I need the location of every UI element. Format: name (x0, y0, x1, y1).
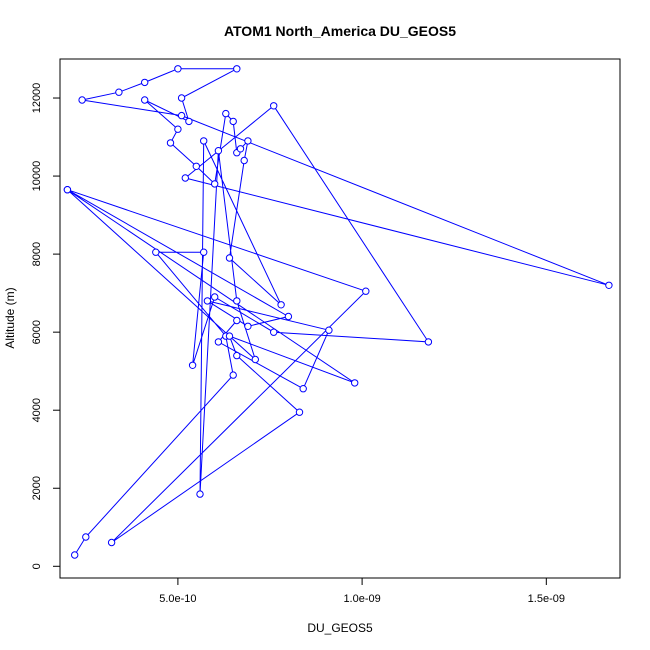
data-point (225, 332, 234, 340)
data-point (115, 88, 123, 96)
data-point (236, 145, 245, 153)
x-tick-label: 1.5e-09 (528, 593, 565, 605)
data-point (196, 490, 204, 498)
x-axis-label: DU_GEOS5 (307, 621, 373, 635)
data-point (233, 351, 241, 360)
data-point (362, 287, 370, 295)
series-line (67, 68, 610, 556)
y-tick-label: 2000 (31, 476, 43, 500)
data-point (225, 254, 234, 262)
data-point (107, 538, 116, 547)
data-point (605, 281, 613, 289)
plot-area (63, 65, 613, 559)
x-tick-label: 1.0e-09 (343, 593, 380, 605)
data-point (299, 385, 307, 393)
data-point (174, 125, 182, 133)
data-point (174, 65, 182, 73)
data-point (233, 297, 241, 305)
chart-title: ATOM1 North_America DU_GEOS5 (224, 23, 456, 39)
y-tick-label: 8000 (31, 242, 43, 266)
y-tick-label: 0 (31, 563, 43, 569)
data-point (200, 248, 208, 256)
data-point (284, 312, 293, 321)
data-point (203, 297, 212, 305)
y-tick-label: 4000 (31, 398, 43, 422)
y-tick-label: 6000 (31, 320, 43, 344)
data-point (244, 137, 252, 145)
data-point (295, 408, 304, 416)
data-point (177, 94, 186, 102)
data-point (78, 96, 86, 104)
data-point (233, 316, 241, 325)
y-tick-label: 12000 (31, 83, 43, 114)
x-axis: 5.0e-10 1.0e-09 1.5e-09 (159, 577, 565, 605)
data-point (251, 355, 260, 364)
data-point (71, 551, 79, 559)
data-point (270, 102, 278, 110)
data-point (82, 533, 90, 541)
x-tick-label: 5.0e-10 (159, 593, 196, 605)
data-point (141, 96, 149, 104)
data-point (152, 248, 160, 256)
y-tick-label: 10000 (31, 161, 43, 192)
data-point (166, 139, 175, 147)
data-point (222, 109, 230, 118)
data-point (240, 156, 248, 165)
data-point (200, 137, 208, 145)
data-point (277, 301, 285, 309)
data-point (270, 328, 278, 336)
data-point (192, 162, 201, 171)
y-axis: 0 2000 4000 6000 8000 10000 12000 (31, 83, 61, 569)
data-point (424, 338, 433, 346)
data-point (229, 371, 237, 379)
data-point (351, 379, 359, 387)
data-point (188, 361, 197, 369)
data-point (141, 78, 149, 87)
y-axis-label: Altitude (m) (3, 287, 17, 348)
data-point (244, 322, 252, 330)
data-point (63, 186, 72, 194)
data-point (211, 180, 219, 188)
data-point (181, 174, 190, 182)
data-point (214, 147, 223, 155)
data-point (211, 293, 219, 301)
data-point (325, 326, 333, 334)
data-point (185, 117, 193, 126)
plot-frame (59, 58, 621, 579)
data-point (229, 117, 237, 126)
data-point (233, 65, 241, 73)
data-point (177, 111, 186, 120)
data-point (214, 338, 223, 346)
